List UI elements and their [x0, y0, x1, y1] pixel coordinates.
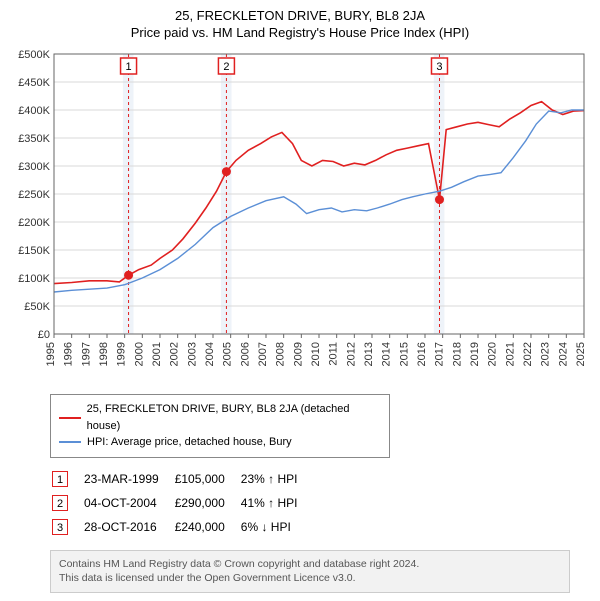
legend-item-hpi: HPI: Average price, detached house, Bury [59, 434, 381, 451]
svg-text:2011: 2011 [328, 342, 340, 366]
footer-line: Contains HM Land Registry data © Crown c… [59, 557, 561, 572]
svg-text:£300K: £300K [18, 161, 50, 173]
chart-title: 25, FRECKLETON DRIVE, BURY, BL8 2JA [8, 8, 592, 23]
svg-text:2019: 2019 [469, 342, 481, 366]
svg-text:£150K: £150K [18, 245, 50, 257]
svg-text:2000: 2000 [133, 342, 145, 366]
svg-text:1998: 1998 [98, 342, 110, 366]
svg-text:£400K: £400K [18, 105, 50, 117]
svg-text:2014: 2014 [381, 342, 393, 366]
svg-text:1: 1 [125, 61, 131, 73]
event-badge: 3 [52, 519, 68, 535]
svg-text:2: 2 [223, 61, 229, 73]
events-table: 1 23-MAR-1999£105,00023% ↑ HPI 2 04-OCT-200… [50, 466, 313, 540]
legend-swatch [59, 441, 81, 443]
event-row: 2 04-OCT-2004£290,00041% ↑ HPI [52, 492, 311, 514]
event-date: 04-OCT-2004 [84, 492, 173, 514]
event-row: 3 28-OCT-2016£240,0006% ↓ HPI [52, 516, 311, 538]
event-badge: 1 [52, 471, 68, 487]
svg-text:2025: 2025 [575, 342, 587, 366]
line-chart: £0 £50K £100K £150K £200K £250K £300K £350K £400… [8, 48, 592, 388]
svg-text:2020: 2020 [487, 342, 499, 366]
svg-text:2015: 2015 [398, 342, 410, 366]
svg-text:2017: 2017 [434, 342, 446, 366]
event-price: £240,000 [175, 516, 239, 538]
svg-text:2024: 2024 [557, 342, 569, 366]
svg-text:1995: 1995 [45, 342, 57, 366]
svg-text:3: 3 [436, 61, 442, 73]
legend-swatch [59, 417, 81, 419]
svg-text:2013: 2013 [363, 342, 375, 366]
event-delta: 23% ↑ HPI [241, 468, 312, 490]
event-delta: 6% ↓ HPI [241, 516, 312, 538]
event-price: £105,000 [175, 468, 239, 490]
svg-text:£200K: £200K [18, 217, 50, 229]
svg-text:1996: 1996 [63, 342, 75, 366]
event-date: 28-OCT-2016 [84, 516, 173, 538]
svg-text:2022: 2022 [522, 342, 534, 366]
svg-text:£350K: £350K [18, 133, 50, 145]
footer-line: This data is licensed under the Open Gov… [59, 571, 561, 586]
svg-text:£0: £0 [38, 329, 50, 341]
svg-text:2002: 2002 [169, 342, 181, 366]
legend-label: HPI: Average price, detached house, Bury [87, 434, 292, 451]
svg-text:2005: 2005 [222, 342, 234, 366]
svg-text:2021: 2021 [504, 342, 516, 366]
event-price: £290,000 [175, 492, 239, 514]
legend-item-price-paid: 25, FRECKLETON DRIVE, BURY, BL8 2JA (det… [59, 401, 381, 434]
svg-text:£450K: £450K [18, 77, 50, 89]
svg-text:2016: 2016 [416, 342, 428, 366]
svg-text:2006: 2006 [239, 342, 251, 366]
chart-area: £0 £50K £100K £150K £200K £250K £300K £350K £400… [8, 48, 592, 388]
svg-text:2008: 2008 [275, 342, 287, 366]
svg-text:£500K: £500K [18, 49, 50, 61]
event-date: 23-MAR-1999 [84, 468, 173, 490]
svg-text:£50K: £50K [24, 301, 50, 313]
svg-text:£100K: £100K [18, 273, 50, 285]
event-delta: 41% ↑ HPI [241, 492, 312, 514]
chart-subtitle: Price paid vs. HM Land Registry's House … [8, 25, 592, 40]
svg-text:2023: 2023 [540, 342, 552, 366]
legend: 25, FRECKLETON DRIVE, BURY, BL8 2JA (det… [50, 394, 390, 458]
svg-text:2010: 2010 [310, 342, 322, 366]
event-badge: 2 [52, 495, 68, 511]
svg-text:£250K: £250K [18, 189, 50, 201]
svg-text:2001: 2001 [151, 342, 163, 366]
svg-text:2004: 2004 [204, 342, 216, 366]
event-row: 1 23-MAR-1999£105,00023% ↑ HPI [52, 468, 311, 490]
svg-text:2007: 2007 [257, 342, 269, 366]
footer-note: Contains HM Land Registry data © Crown c… [50, 550, 570, 593]
legend-label: 25, FRECKLETON DRIVE, BURY, BL8 2JA (det… [87, 401, 381, 434]
svg-text:1997: 1997 [80, 342, 92, 366]
svg-text:2003: 2003 [186, 342, 198, 366]
svg-text:1999: 1999 [116, 342, 128, 366]
svg-text:2018: 2018 [451, 342, 463, 366]
svg-text:2012: 2012 [345, 342, 357, 366]
svg-text:2009: 2009 [292, 342, 304, 366]
